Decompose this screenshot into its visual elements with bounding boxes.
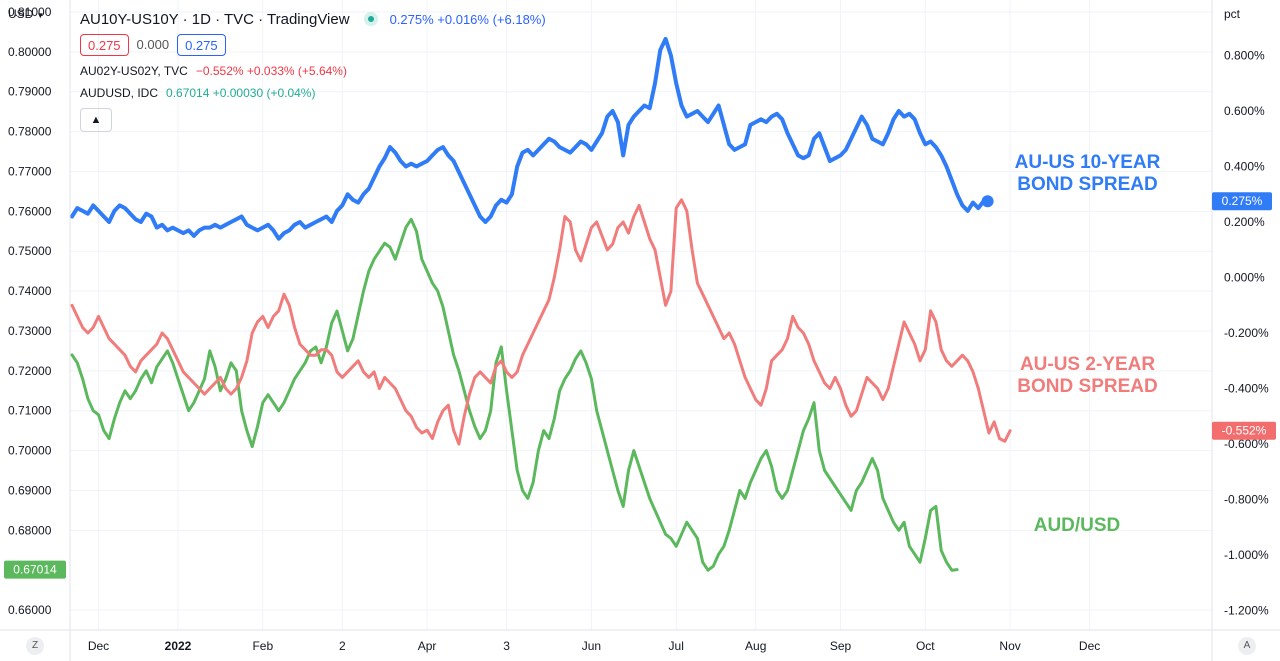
grid-lines [70, 0, 1212, 630]
price-pill-zero: 0.000 [136, 37, 170, 52]
left-tick-label: 0.77000 [8, 164, 52, 178]
chevron-down-icon: ▼ [36, 11, 45, 20]
right-tick-label: 0.000% [1224, 271, 1265, 285]
left-tick-label: 0.76000 [8, 204, 52, 218]
left-tick-label: 0.68000 [8, 523, 52, 537]
x-tick-label: Aug [745, 639, 766, 653]
legend: AU10Y-US10Y · 1D · TVC · TradingView 0.2… [80, 8, 546, 132]
left-tick-label: 0.81000 [8, 5, 52, 19]
right-tick-label: -1.000% [1224, 548, 1269, 562]
left-tick-label: 0.73000 [8, 324, 52, 338]
annotation-audusd: AUD/USD [1033, 515, 1121, 536]
annotation-10y-spread: AU-US 10-YEAR BOND SPREAD [1014, 152, 1161, 195]
price-pill-blue[interactable]: 0.275 [177, 34, 226, 56]
x-tick-label: 2022 [165, 639, 192, 653]
chevron-up-icon: ▲ [90, 114, 102, 126]
right-tick-label: -0.200% [1224, 326, 1269, 340]
right-tick-label: 0.200% [1224, 215, 1265, 229]
right-tick-label: 0.600% [1224, 104, 1265, 118]
legend-row-pills: 0.275 0.000 0.275 [80, 34, 546, 56]
main-quote: 0.275% +0.016% (+6.18%) [389, 11, 546, 27]
series-line-au02y-us02y [70, 198, 1012, 446]
symbol-title[interactable]: AU10Y-US10Y · 1D · TVC · TradingView [80, 10, 350, 28]
x-tick-label: Apr [418, 639, 437, 653]
x-tick-label: Sep [830, 639, 852, 653]
last-price-marker [981, 195, 994, 208]
legend-row-2y[interactable]: AU02Y-US02Y, TVC −0.552% +0.033% (+5.64%… [80, 60, 546, 82]
left-tick-label: 0.69000 [8, 483, 52, 497]
x-tick-label: 3 [503, 639, 510, 653]
left-tick-label: 0.75000 [8, 244, 52, 258]
left-tick-label: 0.74000 [8, 284, 52, 298]
auto-scale-button[interactable]: A [1238, 637, 1256, 655]
last-value-badge [1212, 192, 1272, 211]
last-value-label: 0.275% [1222, 194, 1263, 208]
plot-lines [70, 36, 1012, 572]
last-value-badge [1212, 421, 1276, 440]
legend-audusd-name: AUDUSD, IDC [80, 86, 159, 100]
legend-row-main[interactable]: AU10Y-US10Y · 1D · TVC · TradingView 0.2… [80, 8, 546, 30]
left-tick-label: 0.78000 [8, 125, 52, 139]
last-value-label: -0.552% [1222, 424, 1267, 438]
left-tick-label: 0.71000 [8, 404, 52, 418]
x-tick-label: Feb [252, 639, 273, 653]
x-tick-label: Jul [669, 639, 684, 653]
series-line-au10y-us10y [70, 36, 986, 241]
legend-2y-name: AU02Y-US02Y, TVC [80, 64, 188, 78]
price-pill-red[interactable]: 0.275 [80, 34, 129, 56]
right-tick-label: -0.600% [1224, 437, 1269, 451]
right-tick-label: -0.400% [1224, 382, 1269, 396]
left-tick-label: 0.72000 [8, 364, 52, 378]
market-status-icon [363, 12, 378, 26]
left-tick-label: 0.70000 [8, 444, 52, 458]
left-axis-unit[interactable]: USD ▼ [8, 7, 45, 21]
x-tick-label: Nov [999, 639, 1020, 653]
legend-2y-values: −0.552% +0.033% (+5.64%) [195, 64, 347, 78]
legend-row-audusd[interactable]: AUDUSD, IDC 0.67014 +0.00030 (+0.04%) [80, 82, 546, 104]
x-tick-label: Oct [916, 639, 935, 653]
right-axis-unit[interactable]: pct [1224, 7, 1241, 21]
right-tick-label: 0.800% [1224, 49, 1265, 63]
x-tick-label: Jun [582, 639, 601, 653]
right-tick-label: -1.200% [1224, 604, 1269, 618]
left-tick-label: 0.79000 [8, 85, 52, 99]
right-tick-label: -0.800% [1224, 493, 1269, 507]
x-tick-label: Dec [88, 639, 109, 653]
annotation-2y-spread: AU-US 2-YEAR BOND SPREAD [1017, 354, 1158, 397]
zoom-button[interactable]: Z [26, 637, 44, 655]
left-tick-label: 0.66000 [8, 603, 52, 617]
last-value-badge [4, 560, 66, 579]
x-tick-label: Dec [1079, 639, 1100, 653]
left-tick-label: 0.80000 [8, 45, 52, 59]
right-tick-label: 0.400% [1224, 160, 1265, 174]
legend-audusd-values: 0.67014 +0.00030 (+0.04%) [166, 86, 316, 100]
collapse-legend-button[interactable]: ▲ [80, 108, 112, 132]
x-tick-label: 2 [339, 639, 346, 653]
series-line-audusd [70, 217, 959, 572]
last-value-label: 0.67014 [13, 563, 57, 577]
